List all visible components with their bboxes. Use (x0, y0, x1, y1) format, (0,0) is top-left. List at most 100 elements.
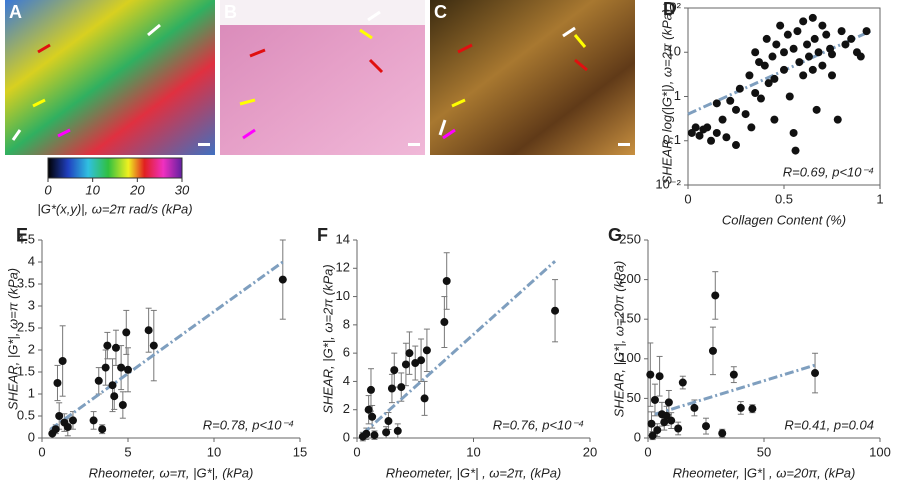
point (55, 412, 64, 420)
point (690, 403, 699, 412)
point (364, 405, 373, 414)
point (764, 79, 773, 88)
y-tick-label: 14 (336, 231, 350, 246)
point (678, 378, 687, 387)
point (420, 394, 429, 403)
y-tick-label: 4 (28, 253, 35, 268)
y-tick-label: 0 (28, 429, 35, 444)
point (110, 392, 119, 401)
x-tick-label: 0 (684, 191, 691, 206)
point (387, 384, 396, 393)
point (101, 363, 110, 372)
point (828, 50, 836, 59)
x-tick-label: 50 (757, 444, 771, 459)
point (63, 423, 72, 431)
colorbar (47, 157, 183, 179)
point (653, 426, 662, 435)
point (776, 21, 785, 30)
point (833, 115, 842, 124)
x-tick-label: 15 (293, 444, 307, 459)
point (841, 40, 850, 49)
point (58, 357, 67, 365)
point (655, 372, 664, 381)
point (780, 65, 788, 74)
y-tick-label: 0 (343, 429, 350, 444)
point (785, 92, 794, 101)
point (751, 48, 760, 57)
point (667, 416, 676, 425)
point (772, 40, 781, 49)
x-tick-label: 0 (353, 444, 360, 459)
point (822, 30, 831, 39)
point (751, 88, 760, 97)
y-tick-label: 3.5 (17, 275, 35, 290)
y-tick-label: 8 (343, 316, 350, 331)
point (745, 71, 754, 80)
point (702, 422, 710, 431)
point (51, 425, 60, 434)
x-tick-label: 100 (869, 444, 891, 459)
point (384, 417, 393, 426)
panel-label: G (608, 225, 622, 245)
y-axis-label: SHEAR, |G*|, ω=2π (kPa) (320, 264, 335, 414)
point (732, 105, 740, 114)
y-tick-label: 4.5 (17, 231, 35, 246)
y-tick-label: 2 (28, 341, 35, 356)
panel-label: A (9, 2, 22, 22)
point (711, 291, 720, 300)
x-axis-label: Rheometer, |G*| , ω=20π, (kPa) (673, 465, 856, 480)
point (795, 58, 804, 67)
panel-label: C (434, 2, 447, 22)
point (122, 328, 131, 337)
point (712, 128, 721, 137)
point (814, 48, 823, 57)
y-tick-label: 150 (619, 311, 641, 326)
point (393, 426, 402, 435)
point (382, 428, 391, 437)
y-tick-label: 2 (343, 401, 350, 416)
point (789, 128, 798, 137)
x-tick-label: 5 (124, 444, 131, 459)
point (368, 412, 377, 421)
point (755, 58, 764, 67)
scale-bar (198, 143, 210, 146)
annotation: R=0.69, p<10⁻⁴ (783, 164, 874, 179)
point (103, 341, 112, 350)
y-tick-label: 1 (674, 88, 681, 103)
y-tick-label: 1 (28, 385, 35, 400)
point (646, 370, 655, 379)
point (370, 431, 379, 440)
point (708, 346, 717, 355)
point (862, 27, 871, 36)
y-tick-label: 0.1 (663, 132, 681, 147)
x-axis-label: Rheometer, |G*| , ω=2π, (kPa) (386, 465, 562, 480)
x-tick-label: 10 (466, 444, 480, 459)
fit-line (49, 260, 284, 431)
point (53, 379, 62, 387)
point (762, 34, 771, 43)
point (747, 123, 756, 132)
colorbar-tick-label: 10 (85, 182, 100, 197)
x-tick-label: 0.5 (775, 191, 793, 206)
arrows (11, 10, 588, 141)
point (810, 34, 819, 43)
y-tick-label: 0 (634, 429, 641, 444)
point (366, 385, 375, 394)
x-axis-label: Collagen Content (%) (722, 212, 846, 227)
fit-line (654, 363, 816, 416)
panel-label: B (224, 2, 237, 22)
point (278, 275, 287, 284)
colorbar-tick-label: 20 (129, 182, 145, 197)
point (422, 346, 431, 355)
point (732, 141, 740, 150)
point (703, 123, 712, 132)
panel-label: F (317, 225, 328, 245)
point (856, 52, 865, 61)
y-axis-label: SHEAR, |G*|, ω=20π (kPa) (611, 261, 626, 418)
point (149, 341, 158, 350)
point (111, 343, 120, 352)
point (691, 123, 700, 132)
point (551, 306, 560, 315)
panel-label: E (16, 225, 28, 245)
